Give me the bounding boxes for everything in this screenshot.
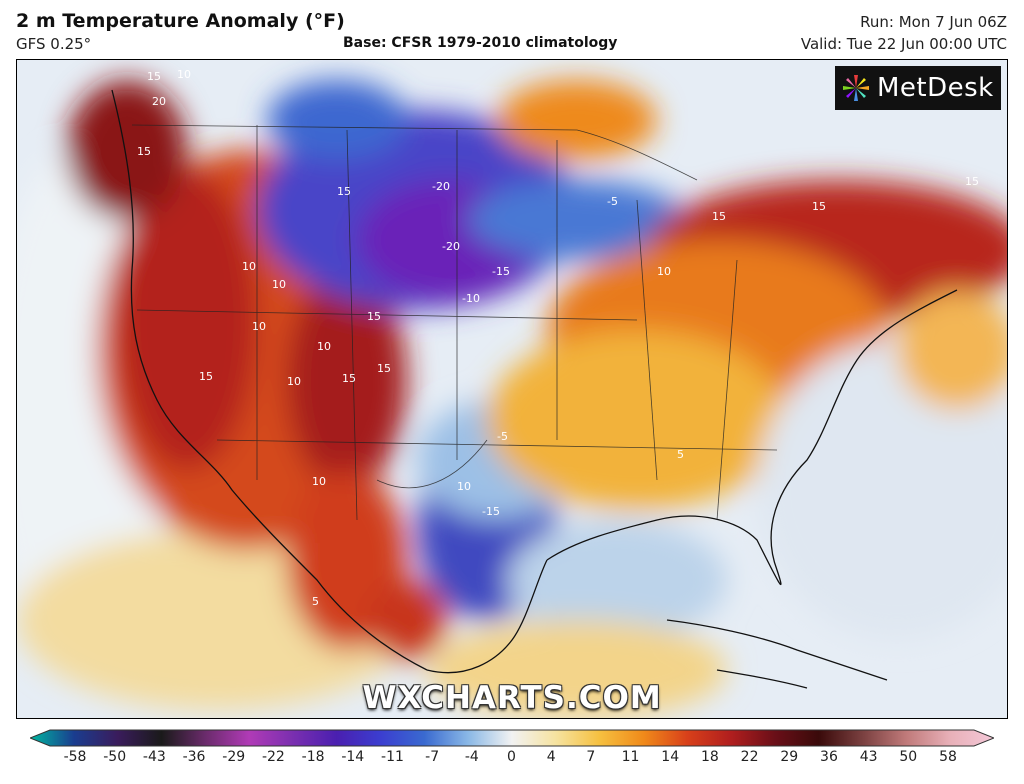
colorbar-tick-label: 7 — [586, 749, 596, 765]
contour-label: 15 — [712, 210, 726, 223]
contour-label: 15 — [367, 310, 381, 323]
metdesk-pinwheel-icon — [843, 75, 869, 101]
contour-label: -15 — [492, 265, 510, 278]
contour-label: 5 — [677, 448, 684, 461]
temperature-anomaly-map: 15 20 10 15 -20 -20 -15 -10 15 10 10 15 … — [16, 59, 1008, 719]
contour-label: 10 — [272, 278, 286, 291]
colorbar-tick-label: -50 — [103, 749, 127, 765]
colorbar-tick-label: -58 — [63, 749, 87, 765]
coastlines — [111, 89, 958, 689]
colorbar-tick-label: 18 — [700, 749, 719, 765]
contour-label: 15 — [812, 200, 826, 213]
contour-label: 15 — [377, 362, 391, 375]
contour-label: 15 — [147, 70, 161, 83]
colorbar-tick-label: 0 — [507, 749, 516, 765]
colorbar-tick-label: -18 — [301, 749, 325, 765]
colorbar-tick-label: 50 — [899, 749, 918, 765]
colorbar-tick-label: -29 — [222, 749, 246, 765]
contour-label: 15 — [342, 372, 356, 385]
state-borders — [131, 124, 778, 521]
contour-label: 15 — [965, 175, 979, 188]
climatology-base-label: Base: CFSR 1979-2010 climatology — [343, 35, 618, 51]
colorbar-tick-label: 22 — [740, 749, 759, 765]
contour-label: 20 — [152, 95, 166, 108]
run-time-label: Run: Mon 7 Jun 06Z — [860, 13, 1007, 31]
colorbar-tick-label: -22 — [261, 749, 285, 765]
colorbar-tick-label: -11 — [381, 749, 404, 765]
contour-label: -5 — [497, 430, 508, 443]
contour-label: 10 — [457, 480, 471, 493]
colorbar-tick-label: 11 — [621, 749, 640, 765]
contour-label: -10 — [462, 292, 480, 305]
contour-label: 15 — [337, 185, 351, 198]
colorbar-tick-label: -14 — [341, 749, 365, 765]
metdesk-logo: MetDesk — [835, 66, 1001, 110]
contour-label: 10 — [312, 475, 326, 488]
colorbar-tick-label: -36 — [182, 749, 206, 765]
colorbar-tick-label: 58 — [939, 749, 957, 765]
model-label: GFS 0.25° — [16, 35, 92, 53]
contour-labels: 15 20 10 15 -20 -20 -15 -10 15 10 10 15 … — [137, 68, 979, 608]
wxcharts-watermark: WXCHARTS.COM — [362, 680, 662, 716]
anomaly-field — [17, 80, 1007, 718]
contour-label: 10 — [252, 320, 266, 333]
colorbar-ticks: -58 -50 -43 -36 -29 -22 -18 -14 -11 -7 -4 0 4 7 11 14 18… — [0, 749, 1024, 771]
contour-label: -5 — [607, 195, 618, 208]
colorbar-tick-label: -4 — [464, 749, 479, 765]
colorbar-tick-label: 29 — [780, 749, 799, 765]
colorbar-tick-label: 36 — [820, 749, 838, 765]
contour-label: -20 — [442, 240, 460, 253]
contour-label: 10 — [317, 340, 331, 353]
contour-label: 15 — [199, 370, 213, 383]
colorbar — [30, 729, 994, 747]
contour-label: 15 — [137, 145, 151, 158]
contour-label: 10 — [657, 265, 671, 278]
map-canvas: 15 20 10 15 -20 -20 -15 -10 15 10 10 15 … — [17, 60, 1007, 718]
contour-label: 5 — [312, 595, 319, 608]
contour-label: 10 — [242, 260, 256, 273]
colorbar-tick-label: -7 — [425, 749, 440, 765]
contour-label: -15 — [482, 505, 500, 518]
contour-label: -20 — [432, 180, 450, 193]
contour-label: 10 — [287, 375, 301, 388]
colorbar-tick-label: 43 — [859, 749, 878, 765]
colorbar-tick-label: 14 — [661, 749, 680, 765]
metdesk-logo-text: MetDesk — [877, 73, 994, 103]
contour-label: 10 — [177, 68, 191, 81]
valid-time-label: Valid: Tue 22 Jun 00:00 UTC — [800, 35, 1007, 53]
chart-title: 2 m Temperature Anomaly (°F) — [16, 10, 345, 32]
colorbar-tick-label: -43 — [142, 749, 166, 765]
colorbar-shape — [30, 729, 994, 747]
colorbar-tick-label: 4 — [546, 749, 556, 765]
